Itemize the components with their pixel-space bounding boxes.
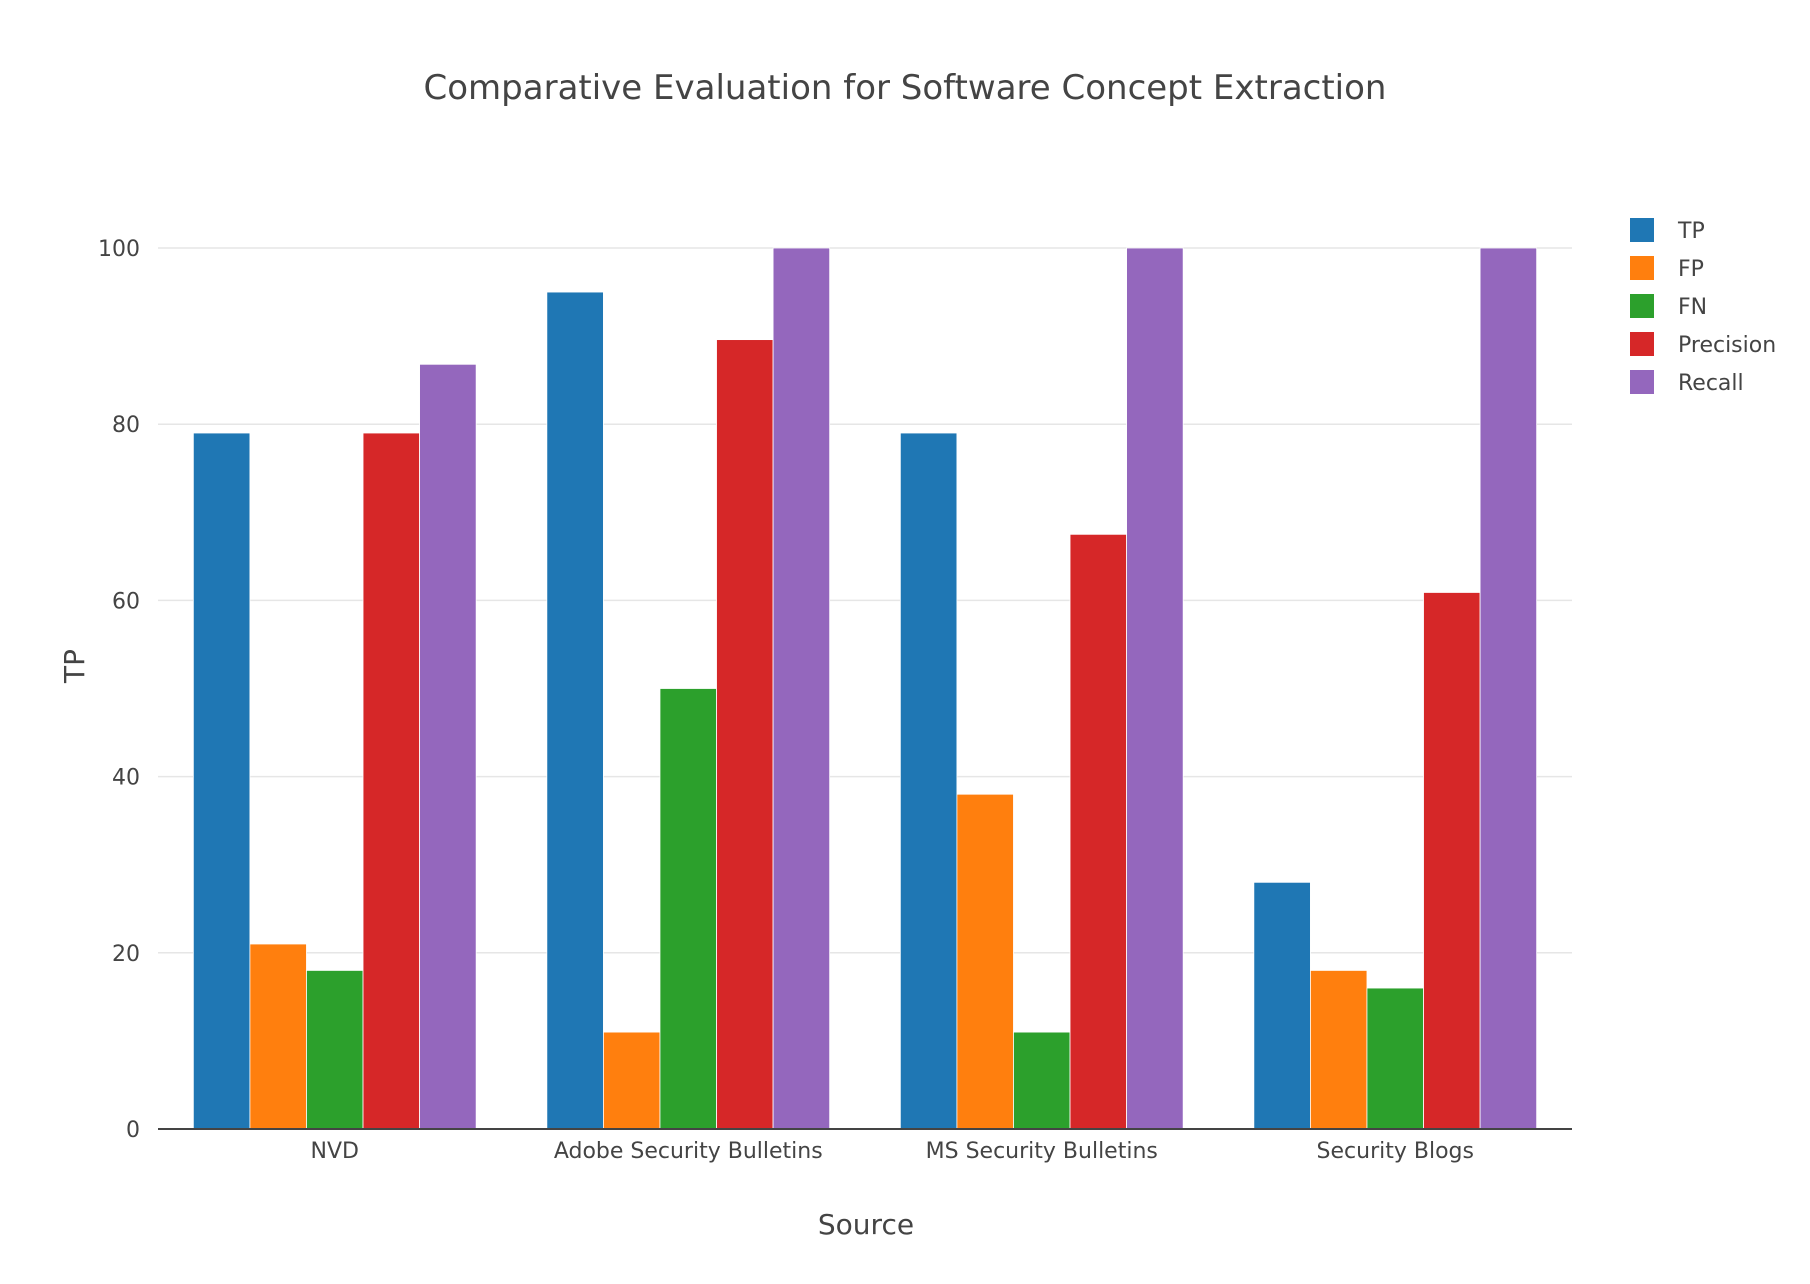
bar-tp-3 [1253,881,1311,1130]
bar-fp-1 [603,1031,661,1130]
bar-tp-2 [899,432,958,1130]
legend-label-precision: Precision [1678,333,1776,358]
bar-precision-0 [362,432,420,1130]
x-tick-label: NVD [311,1139,359,1164]
x-axis-ticks: NVD Adobe Security Bulletins MS Security B… [311,1139,1474,1164]
legend-swatch-fn [1630,294,1654,318]
legend-swatch-tp [1630,218,1654,242]
legend-label-tp: TP [1677,219,1705,244]
x-tick-label: MS Security Bulletins [926,1139,1158,1164]
y-tick-label: 40 [112,766,140,791]
legend-label-fp: FP [1678,257,1704,282]
bar-fn-1 [659,688,717,1130]
bar-tp-0 [192,432,251,1130]
y-tick-label: 0 [126,1118,140,1143]
bar-precision-3 [1423,592,1481,1130]
legend-swatch-recall [1630,370,1654,394]
bar-fn-0 [306,970,364,1130]
legend: TP FP FN Precision Recall [1630,218,1776,396]
chart-title: Comparative Evaluation for Software Conc… [424,68,1387,108]
y-axis-title: TP [58,649,91,684]
bar-recall-1 [772,247,831,1130]
legend-label-recall: Recall [1678,371,1744,396]
bar-fp-3 [1310,970,1368,1130]
bar-recall-2 [1126,247,1184,1130]
x-tick-label: Security Blogs [1317,1139,1474,1164]
y-tick-label: 80 [112,413,140,438]
bars [158,247,1572,1130]
legend-swatch-precision [1630,332,1654,356]
legend-swatch-fp [1630,256,1654,280]
x-tick-label: Adobe Security Bulletins [554,1139,823,1164]
bar-fn-2 [1013,1031,1071,1130]
bar-recall-0 [419,363,477,1130]
x-axis-title: Source [818,1208,914,1241]
bar-fp-2 [956,793,1014,1130]
bar-fp-0 [249,943,307,1130]
bar-recall-3 [1479,247,1538,1130]
y-tick-label: 100 [98,237,140,262]
y-tick-label: 20 [112,942,140,967]
bar-fn-3 [1366,987,1424,1130]
bar-tp-1 [546,291,604,1130]
y-tick-label: 60 [112,589,140,614]
bar-precision-2 [1069,533,1127,1130]
legend-label-fn: FN [1678,295,1707,320]
bar-precision-1 [716,339,774,1130]
y-axis-ticks: 0 20 40 60 80 100 [98,237,140,1143]
